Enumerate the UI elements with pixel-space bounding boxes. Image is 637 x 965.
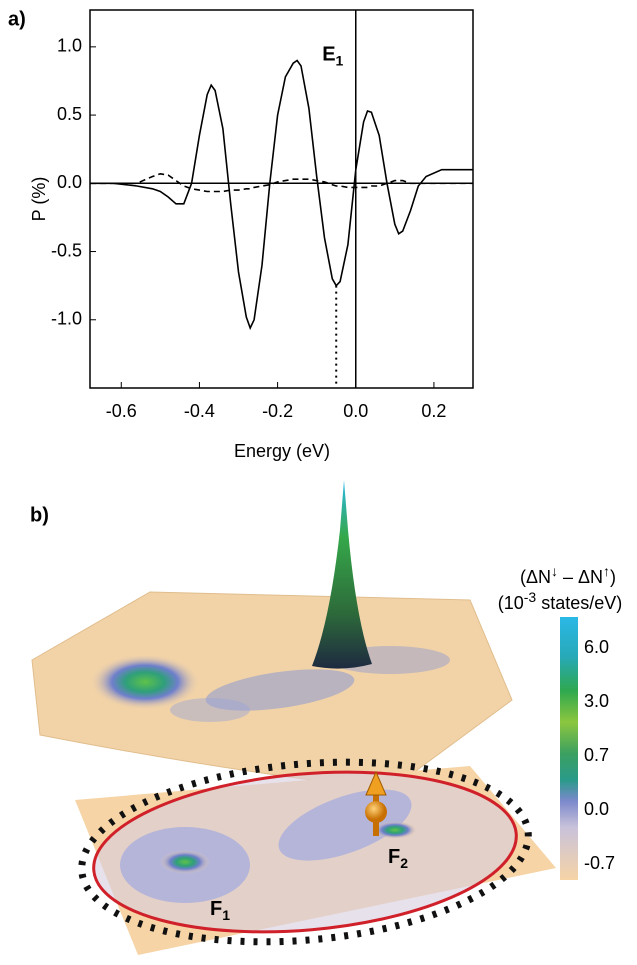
colorbar-unit: (10-3 states/eV)	[498, 589, 623, 613]
data-line	[90, 172, 473, 193]
colorbar-label: 3.0	[584, 691, 609, 711]
colorbar-label: 0.7	[584, 745, 609, 765]
e1-letter: E	[322, 44, 335, 66]
upper-surface	[31, 480, 513, 791]
x-axis-label: Energy (eV)	[234, 441, 330, 461]
panel-label: a)	[8, 8, 26, 30]
colorbar-label: 6.0	[584, 637, 609, 657]
y-axis-label: P (%)	[29, 177, 49, 222]
panel-label: b)	[30, 504, 49, 526]
y-tick-label: 1.0	[57, 36, 82, 56]
plot-area: -0.6 -0.4 -0.2 0.0 0.2 1.0 0.5 0.0 -0.5 -1.0 E1	[51, 10, 473, 421]
e1-subscript: 1	[336, 52, 344, 68]
x-tick-label: 0.2	[421, 401, 446, 421]
x-tick-label: -0.4	[184, 401, 215, 421]
x-tick-label: -0.2	[262, 401, 293, 421]
lower-surface	[75, 758, 556, 955]
x-tick-label: -0.6	[106, 401, 137, 421]
colorbar	[560, 617, 578, 880]
colorbar-label: -0.7	[584, 853, 615, 873]
e1-label: E1	[322, 44, 343, 68]
x-tick-label: 0.0	[343, 401, 368, 421]
colorbar-labels: 6.0 3.0 0.7 0.0 -0.7	[584, 637, 615, 873]
plot-frame	[89, 9, 474, 389]
f2-label: F2	[388, 846, 408, 870]
data-line	[90, 59, 473, 331]
f1-label: F1	[210, 898, 230, 922]
y-tick-label: -0.5	[51, 240, 82, 260]
y-tick-label: -1.0	[51, 309, 82, 329]
y-tick-label: 0.5	[57, 104, 82, 124]
colorbar-label: 0.0	[584, 799, 609, 819]
colorbar-title: (ΔN↓ – ΔN↑)	[520, 563, 616, 587]
y-tick-label: 0.0	[57, 172, 82, 192]
